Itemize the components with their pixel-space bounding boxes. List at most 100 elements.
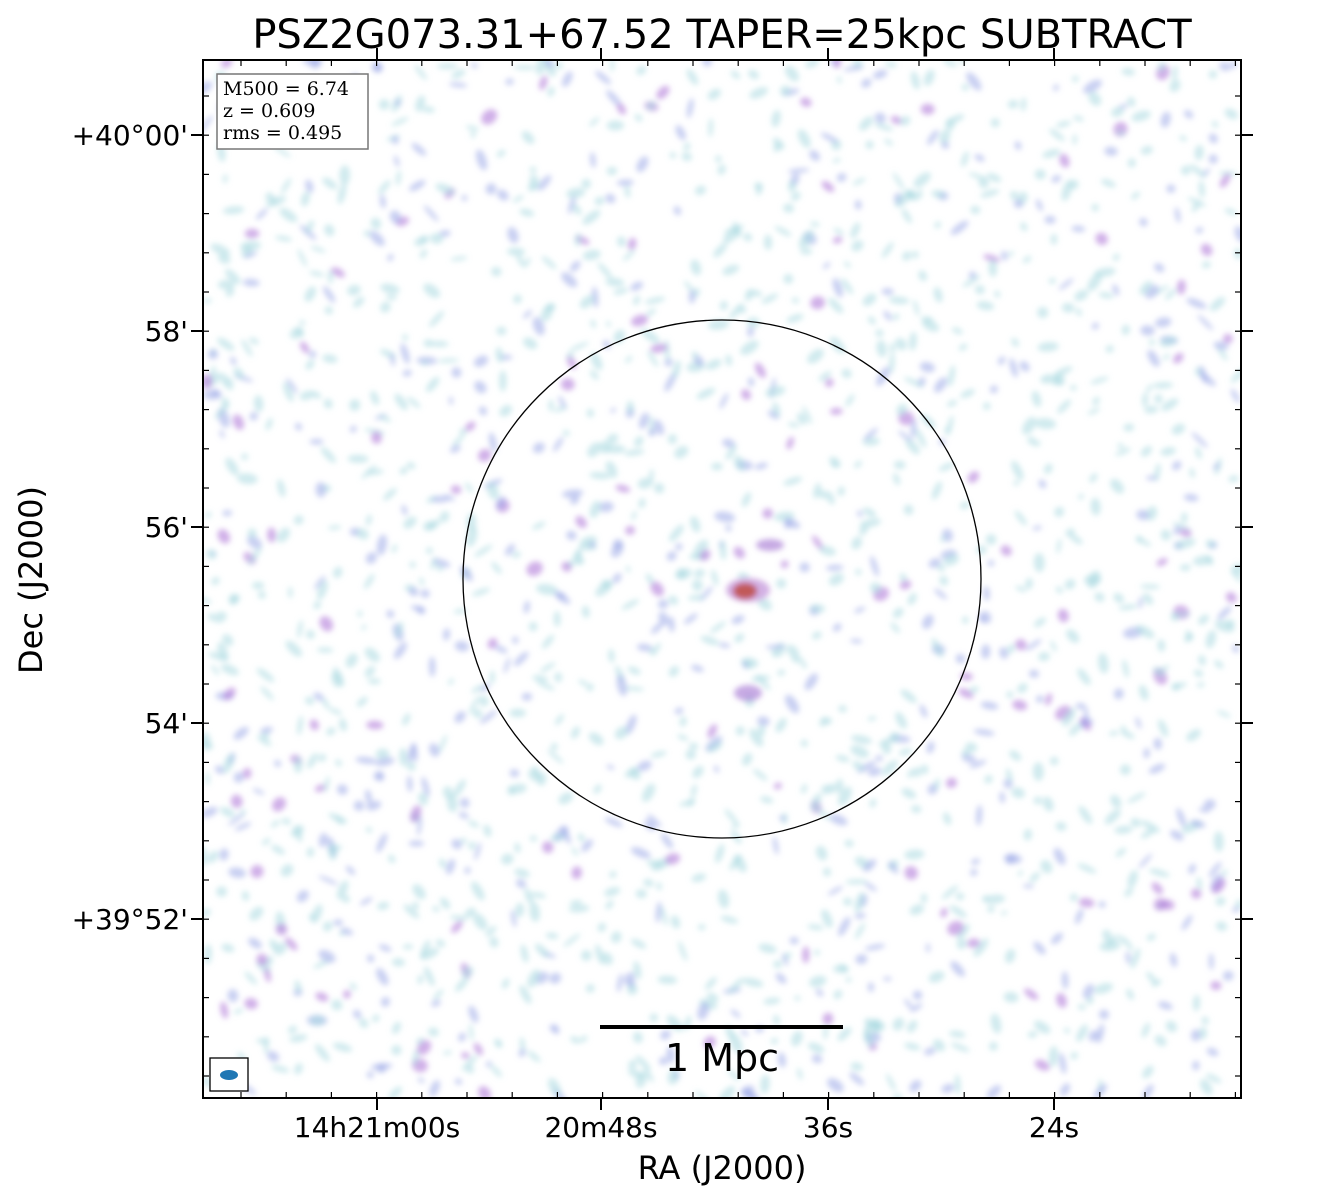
noise-blob xyxy=(442,628,451,641)
noise-blob xyxy=(203,908,211,917)
noise-blob xyxy=(931,190,945,198)
noise-blob xyxy=(1135,625,1155,639)
noise-blob xyxy=(940,534,947,543)
noise-blob xyxy=(857,510,863,517)
noise-blob xyxy=(423,521,436,531)
noise-blob xyxy=(453,608,467,614)
noise-blob xyxy=(570,260,581,272)
noise-blob xyxy=(423,966,435,987)
noise-blob xyxy=(679,799,696,807)
noise-blob xyxy=(961,83,969,91)
noise-blob xyxy=(1089,473,1098,483)
noise-blob xyxy=(519,208,535,217)
noise-blob xyxy=(318,875,339,885)
noise-blob xyxy=(1221,869,1228,876)
noise-blob xyxy=(1190,888,1202,899)
noise-blob xyxy=(791,1030,803,1047)
noise-blob xyxy=(1148,339,1156,346)
xtick-label-1: 20m48s xyxy=(544,1111,657,1144)
noise-blob xyxy=(1096,1023,1105,1044)
noise-blob xyxy=(459,428,467,435)
noise-blob xyxy=(539,75,548,91)
noise-blob xyxy=(501,978,510,989)
noise-blob xyxy=(1101,179,1116,188)
noise-blob xyxy=(406,761,416,771)
noise-blob xyxy=(789,936,799,945)
noise-blob xyxy=(1080,720,1088,729)
noise-blob xyxy=(589,500,601,519)
noise-blob xyxy=(672,360,681,379)
noise-blob xyxy=(1098,901,1106,908)
noise-blob xyxy=(790,191,801,201)
noise-blob xyxy=(976,545,987,555)
noise-blob xyxy=(606,320,611,327)
noise-blob xyxy=(367,678,381,685)
noise-blob xyxy=(800,248,813,255)
noise-blob xyxy=(771,649,778,658)
noise-blob xyxy=(1014,141,1022,150)
noise-blob xyxy=(310,246,326,253)
noise-blob xyxy=(746,289,763,297)
noise-blob xyxy=(366,720,384,730)
noise-blob xyxy=(1139,280,1153,295)
noise-blob xyxy=(411,142,427,156)
noise-blob xyxy=(358,1018,369,1028)
noise-blob xyxy=(444,494,456,501)
noise-blob xyxy=(1120,764,1131,776)
noise-blob xyxy=(1115,847,1127,858)
noise-blob xyxy=(542,841,554,854)
noise-blob xyxy=(370,217,382,230)
noise-blob xyxy=(1022,255,1032,264)
noise-blob xyxy=(670,915,681,929)
noise-blob xyxy=(241,890,250,901)
noise-blob xyxy=(447,678,455,685)
noise-blob xyxy=(606,764,615,770)
noise-blob xyxy=(541,634,555,649)
noise-blob xyxy=(1127,96,1136,107)
noise-blob xyxy=(988,259,998,277)
noise-blob xyxy=(485,183,497,195)
noise-blob xyxy=(679,716,687,727)
noise-blob xyxy=(289,327,303,339)
noise-blob xyxy=(1214,660,1224,669)
noise-blob xyxy=(711,569,719,586)
noise-blob xyxy=(221,397,230,408)
noise-blob xyxy=(450,444,461,453)
noise-blob xyxy=(822,1012,834,1025)
noise-blob xyxy=(989,385,998,394)
noise-blob xyxy=(707,319,730,330)
noise-blob xyxy=(232,414,245,430)
noise-blob xyxy=(1172,460,1182,471)
noise-blob xyxy=(222,206,245,215)
noise-blob xyxy=(316,647,334,653)
noise-blob xyxy=(923,69,935,86)
noise-blob xyxy=(545,932,559,939)
noise-blob xyxy=(955,892,965,901)
noise-blob xyxy=(1013,199,1024,209)
noise-blob xyxy=(328,707,343,715)
noise-blob xyxy=(566,352,574,359)
noise-blob xyxy=(657,599,669,609)
noise-blob xyxy=(581,839,593,852)
noise-blob xyxy=(285,640,303,657)
noise-blob xyxy=(636,643,653,652)
noise-blob xyxy=(917,188,923,199)
noise-blob xyxy=(378,99,390,110)
noise-blob xyxy=(978,176,989,189)
noise-blob xyxy=(1208,133,1218,144)
noise-blob xyxy=(386,609,395,619)
noise-blob xyxy=(901,208,912,224)
noise-blob xyxy=(1114,825,1133,834)
noise-blob xyxy=(919,362,935,373)
noise-blob xyxy=(1180,512,1188,524)
noise-blob xyxy=(997,356,1006,365)
noise-blob xyxy=(843,897,853,906)
noise-blob xyxy=(958,688,974,699)
noise-blob xyxy=(875,329,884,337)
noise-blob xyxy=(501,853,514,865)
noise-blob xyxy=(1147,349,1160,367)
noise-blob xyxy=(453,779,466,797)
noise-blob xyxy=(532,521,546,530)
noise-blob xyxy=(313,692,325,702)
noise-blob xyxy=(1033,941,1046,955)
